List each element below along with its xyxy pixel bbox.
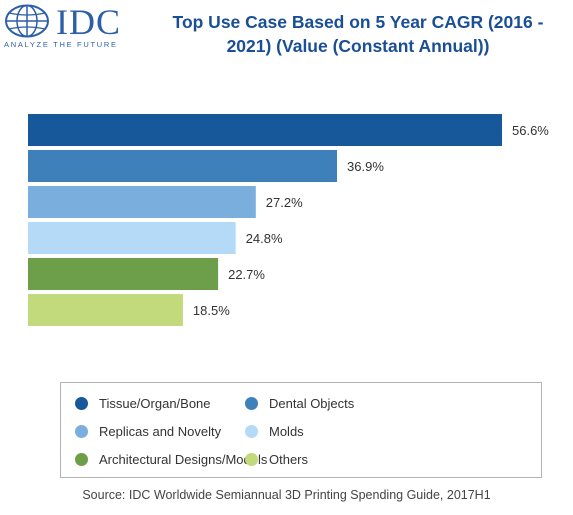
legend-label: Molds: [269, 423, 304, 439]
bar-4: [28, 222, 236, 254]
legend-label: Replicas and Novelty: [99, 423, 222, 439]
legend-item: Architectural Designs/Models: [75, 449, 267, 469]
bar-3: [28, 186, 256, 218]
bar-value-label: 24.8%: [246, 231, 283, 246]
bar-value-label: 56.6%: [512, 123, 549, 138]
legend-label: Tissue/Organ/Bone: [99, 395, 211, 411]
bar-value-label: 22.7%: [228, 267, 265, 282]
idc-logo: IDC ANALYZE THE FUTURE: [4, 2, 134, 49]
legend-item: Molds: [245, 421, 304, 441]
legend-label: Dental Objects: [269, 395, 355, 411]
bar-2: [28, 150, 338, 182]
bar-chart: 56.6% 36.9% 27.2% 24.8% 22.7% 18.5%: [28, 114, 549, 326]
legend-item: Others: [245, 449, 308, 469]
bar-value-label: 36.9%: [347, 159, 384, 174]
chart-title: Top Use Case Based on 5 Year CAGR (2016 …: [172, 12, 544, 56]
bar-5: [28, 258, 219, 290]
legend-label: Others: [269, 451, 309, 467]
legend-swatch: [245, 424, 258, 438]
legend-item: Replicas and Novelty: [75, 421, 221, 441]
legend-swatch: [75, 452, 88, 466]
legend-swatch: [75, 424, 88, 438]
bar-value-label: 27.2%: [266, 195, 303, 210]
chart-legend: Tissue/Organ/Bone Dental Objects Replicas …: [60, 382, 542, 478]
legend-item: Tissue/Organ/Bone: [75, 393, 211, 413]
source-note: Source: IDC Worldwide Semiannual 3D Prin…: [82, 488, 491, 502]
bar-1: [28, 114, 502, 146]
legend-swatch: [75, 396, 88, 410]
logo-wordmark: IDC: [56, 2, 121, 42]
legend-swatch: [245, 396, 258, 410]
bar-6: [28, 294, 183, 326]
bar-value-label: 18.5%: [193, 303, 230, 318]
legend-item: Dental Objects: [245, 393, 354, 413]
globe-icon: [5, 4, 49, 38]
logo-tagline: ANALYZE THE FUTURE: [4, 40, 118, 49]
legend-label: Architectural Designs/Models: [99, 451, 268, 467]
legend-swatch: [245, 452, 258, 466]
